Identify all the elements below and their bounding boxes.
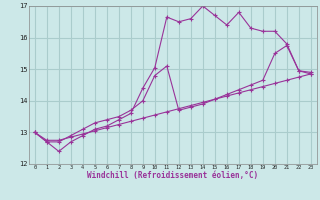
X-axis label: Windchill (Refroidissement éolien,°C): Windchill (Refroidissement éolien,°C) <box>87 171 258 180</box>
